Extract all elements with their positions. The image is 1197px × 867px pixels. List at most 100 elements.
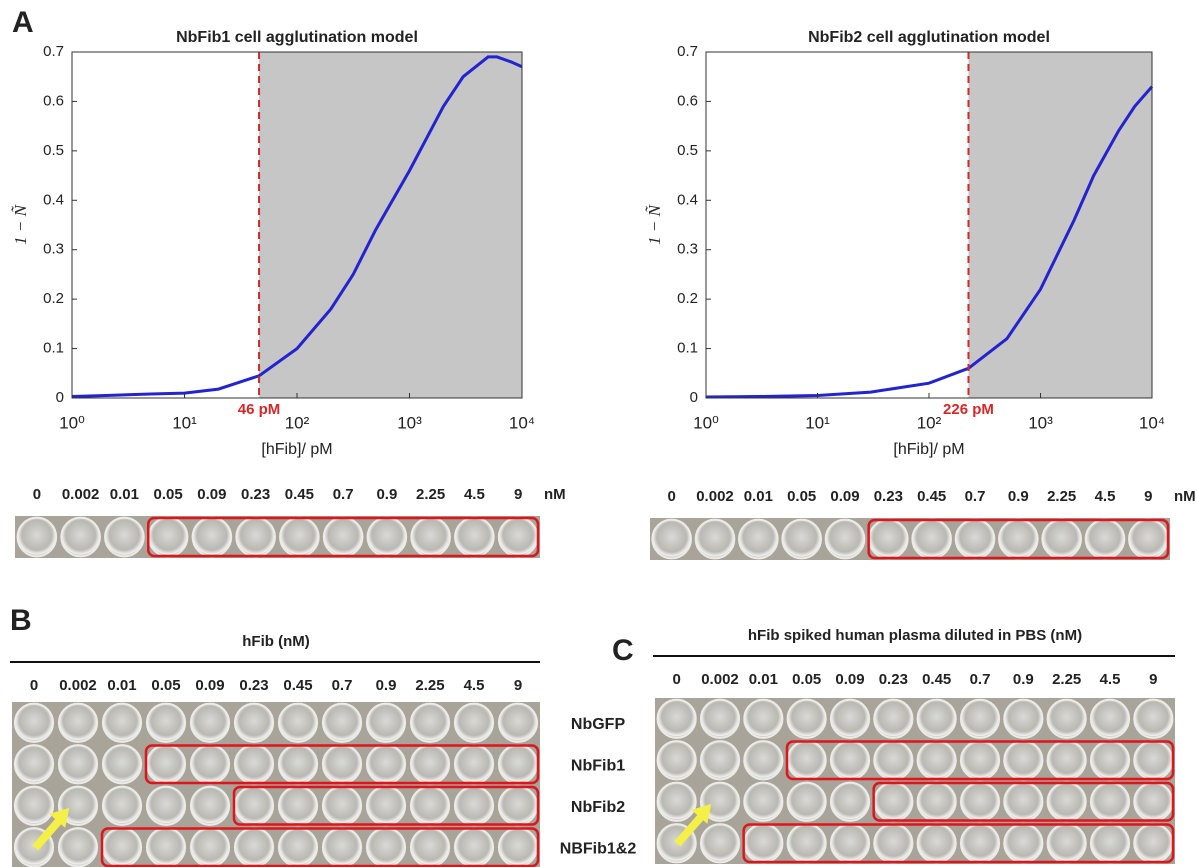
y-axis-label: 1 − Ñ <box>11 203 30 244</box>
agglutination-box <box>232 785 540 826</box>
concentration-label: 0.05 <box>792 671 821 688</box>
concentration-label: 9 <box>1144 488 1152 505</box>
well <box>1089 781 1131 822</box>
x-tick-label: 10⁴ <box>509 413 535 432</box>
x-tick-label: 10³ <box>397 413 422 432</box>
well <box>911 518 952 560</box>
shaded-region <box>968 52 1152 398</box>
y-axis-label: 1 − Ñ <box>645 203 664 244</box>
well <box>410 516 451 558</box>
well <box>57 744 99 785</box>
well-strip-photo <box>655 781 1175 823</box>
well <box>873 781 914 822</box>
well <box>365 785 407 826</box>
well <box>57 785 99 826</box>
well <box>321 744 363 785</box>
concentration-label: 2.25 <box>1047 488 1076 505</box>
well <box>101 827 143 867</box>
well <box>1128 518 1169 560</box>
concentration-label: 0 <box>33 486 41 503</box>
concentration-label: 0.002 <box>62 486 100 503</box>
x-axis-label: [hFib]/ pM <box>893 441 964 458</box>
row-label: NbFib1 <box>571 757 625 774</box>
concentration-label: 9 <box>514 677 522 694</box>
well <box>656 740 697 781</box>
well <box>191 516 233 558</box>
agglutination-box <box>100 827 540 867</box>
concentration-label: 0.45 <box>922 671 951 688</box>
plate-title: hFib (nM) <box>242 633 309 650</box>
well <box>656 781 697 822</box>
concentration-label: 0.01 <box>107 677 136 694</box>
agglutination-box <box>742 823 1175 864</box>
panel-label: C <box>612 634 634 667</box>
x-tick-label: 10⁴ <box>1139 413 1165 432</box>
well <box>1046 698 1087 739</box>
well <box>101 702 143 743</box>
concentration-label: 4.5 <box>464 677 485 694</box>
x-tick-label: 10² <box>917 413 942 432</box>
threshold-label: 46 pM <box>238 401 281 418</box>
well <box>453 785 495 826</box>
well <box>829 698 871 739</box>
well <box>101 744 143 785</box>
well <box>13 744 55 785</box>
y-tick-label: 0.5 <box>43 142 64 159</box>
well <box>651 518 692 560</box>
concentration-label: 0.23 <box>874 488 903 505</box>
y-tick-label: 0.6 <box>43 92 64 109</box>
well <box>873 698 914 739</box>
concentration-label: 0.09 <box>195 677 224 694</box>
well <box>453 702 495 743</box>
well <box>1046 823 1087 864</box>
well <box>145 827 187 867</box>
x-tick-label: 10⁰ <box>59 413 85 432</box>
well <box>824 518 866 560</box>
concentration-label: 0.23 <box>241 486 270 503</box>
concentration-label: 9 <box>514 486 522 503</box>
well <box>873 740 914 781</box>
well <box>409 744 451 785</box>
agglutination-box <box>144 744 540 785</box>
arrow-head <box>691 803 712 824</box>
y-tick-label: 0 <box>690 389 698 406</box>
panel-label: A <box>12 6 34 39</box>
concentration-label: 0.9 <box>376 486 397 503</box>
y-tick-label: 0.7 <box>677 43 698 60</box>
concentration-label: 0.01 <box>110 486 139 503</box>
well <box>497 744 539 785</box>
well <box>233 785 275 826</box>
well <box>189 702 231 743</box>
well-strip-photo <box>15 516 540 558</box>
well <box>1003 823 1044 864</box>
well <box>277 785 319 826</box>
well <box>454 516 495 558</box>
concentration-label: 0.09 <box>835 671 864 688</box>
well <box>279 516 320 558</box>
unit-label: nM <box>544 486 566 503</box>
well <box>13 785 55 826</box>
well <box>1084 518 1126 560</box>
well <box>959 740 1001 781</box>
concentration-label: 0.002 <box>59 677 97 694</box>
well <box>1133 698 1174 739</box>
concentration-label: 0.01 <box>744 488 773 505</box>
well <box>321 785 363 826</box>
well <box>959 823 1001 864</box>
well <box>743 781 784 822</box>
concentration-label: 0.45 <box>285 486 314 503</box>
concentration-label: 0.01 <box>749 671 778 688</box>
well <box>829 781 871 822</box>
well-strip-photo <box>655 698 1175 740</box>
well <box>699 781 741 822</box>
well <box>1133 740 1174 781</box>
well <box>497 702 539 743</box>
x-tick-label: 10¹ <box>805 413 830 432</box>
well <box>409 702 451 743</box>
well-strip-photo <box>12 826 540 867</box>
row-label: NbGFP <box>571 716 626 733</box>
concentration-label: 0.9 <box>1008 488 1029 505</box>
well-strip-photo <box>655 822 1175 864</box>
concentration-label: 0.23 <box>879 671 908 688</box>
well <box>365 827 407 867</box>
